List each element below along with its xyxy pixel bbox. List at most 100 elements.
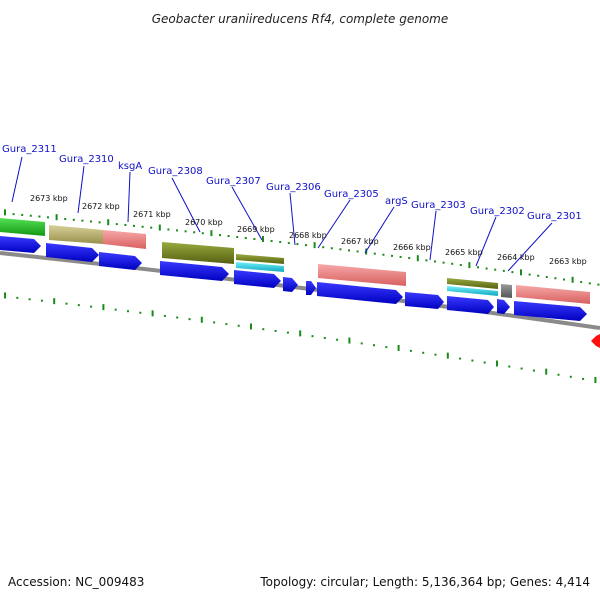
tick-mark [299,330,302,337]
tick-mark [485,267,488,270]
cds-arrow [306,281,316,295]
tick-mark [47,216,49,219]
feature-gura-2307-cog [236,254,284,264]
kbp-labels: 2673 kbp 2672 kbp 2671 kbp 2670 kbp 2669… [30,194,587,266]
tick-mark [557,373,560,376]
tick-mark [167,228,170,231]
tick-mark [397,344,400,351]
map-title: Geobacter uraniireducens Rf4, complete g… [152,12,449,26]
tick-mark [520,269,522,276]
tick-mark [72,218,75,221]
tick-mark [348,337,351,344]
tick-mark [408,257,411,260]
tick-mark [81,219,84,222]
gene-label-gura-2311: Gura_2311 [2,144,57,155]
cds-arrow [160,261,229,281]
tick-mark [330,247,333,250]
tick-mark [580,281,583,284]
cds-arrow [283,277,298,292]
tick-mark [360,342,363,345]
tick-mark [115,223,118,226]
tick-mark [4,292,6,299]
feature-gura-2302-cog2 [447,286,498,296]
gene-label-gura-2301: Gura_2301 [527,211,582,222]
tick-mark [139,311,142,314]
kbp-label: 2670 kbp [185,218,223,227]
tick-mark [409,349,412,352]
tick-mark [442,261,445,264]
cds-arrow [0,236,41,253]
gene-label-gura-2307: Gura_2307 [206,176,261,187]
tick-mark [236,236,239,239]
feature-ksga-cog [103,230,146,249]
feature-gura-2302-cog [447,278,498,289]
tick-mark [382,253,385,256]
tick-mark [528,273,531,276]
kbp-label: 2663 kbp [549,257,587,266]
tick-mark [287,242,290,245]
cds-arrow [317,282,403,304]
tick-mark [262,236,264,243]
tick-mark [502,269,505,272]
tick-mark [279,241,282,244]
tick-mark [296,243,299,246]
tick-mark [425,259,428,262]
tick-mark [4,209,6,216]
tick-mark [150,226,153,229]
cds-arrow [405,292,444,309]
tick-mark [200,316,203,323]
tick-mark [508,365,511,368]
feature-gura-2305-cog [318,264,406,286]
tick-mark [29,214,32,217]
tick-mark [477,266,479,269]
tick-mark [53,298,56,305]
tick-mark [213,321,216,324]
tick-mark [210,230,213,237]
tick-mark [127,310,129,313]
gene-label-gura-2303: Gura_2303 [411,200,466,211]
cds-arrow [514,301,587,321]
tick-mark [64,217,67,220]
gene-label-gura-2310: Gura_2310 [59,154,114,165]
tick-mark [253,238,256,241]
tick-mark [77,304,80,307]
tick-mark [520,367,523,370]
tick-mark [588,282,591,285]
tick-mark [262,328,265,331]
tick-mark [107,219,110,226]
gene-leader-lines [11,156,553,272]
tick-mark [348,249,350,252]
tick-mark [219,234,221,237]
tick-mark [471,359,474,362]
gene-label-gura-2308: Gura_2308 [148,166,203,177]
tick-mark [545,368,548,375]
tick-mark [446,352,449,359]
tick-mark [141,225,144,228]
gene-label-args: argS [385,196,408,207]
tick-mark [459,263,462,266]
feature-gura-2311-cog [0,218,45,236]
feature-gura-2310-cog [49,225,103,244]
tick-mark [494,268,497,271]
tick-mark [270,240,273,243]
tick-ring-inner [4,292,597,384]
cog-feature-track [0,218,590,304]
tick-mark [511,271,514,274]
tick-mark [16,296,19,299]
feature-gura-2301-cog [516,285,590,304]
accession-text: Accession: NC_009483 [8,575,144,589]
kbp-label: 2666 kbp [393,243,431,252]
tick-mark [336,338,339,341]
tick-mark [90,305,93,308]
tick-mark [356,250,359,253]
gene-label-gura-2302: Gura_2302 [470,206,525,217]
tick-mark [184,230,187,233]
tick-mark [40,299,43,302]
tick-mark [313,242,316,249]
tick-mark [582,377,585,380]
tick-mark [225,323,228,326]
red-feature-marker [591,334,600,348]
kbp-label: 2668 kbp [289,231,327,240]
tick-mark [21,213,24,216]
tick-mark [274,329,277,332]
